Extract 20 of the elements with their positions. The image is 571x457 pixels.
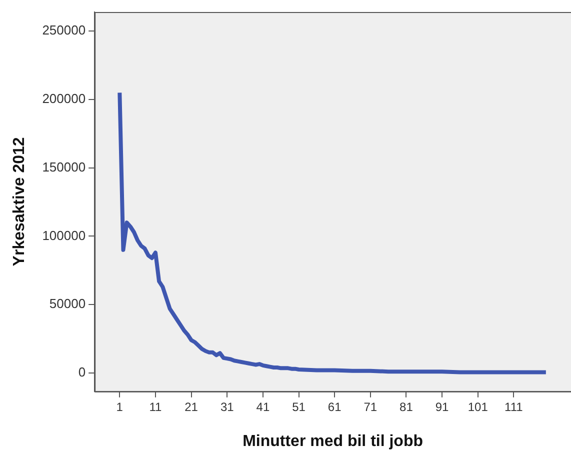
x-tick-label: 71 <box>364 400 378 414</box>
y-tick-label: 250000 <box>42 22 86 38</box>
x-tick-label: 101 <box>468 400 488 414</box>
x-tick-label: 51 <box>292 400 306 414</box>
y-tick-label: 150000 <box>42 159 86 174</box>
x-tick-label: 1 <box>116 400 124 414</box>
y-tick-label: 200000 <box>42 91 86 106</box>
x-tick-label: 81 <box>400 400 414 414</box>
y-tick-label: 100000 <box>42 228 86 243</box>
x-tick-label: 111 <box>504 400 524 414</box>
x-tick-label: 31 <box>220 400 234 414</box>
x-tick-label: 61 <box>328 400 342 414</box>
x-tick-label: 11 <box>149 400 162 414</box>
y-tick-label: 0 <box>78 364 86 380</box>
x-axis-title: Minutter med bil til jobb <box>242 432 424 450</box>
x-tick-label: 91 <box>435 400 450 414</box>
x-tick-label: 21 <box>184 400 198 414</box>
x-tick-label: 41 <box>256 400 270 414</box>
y-tick-label: 50000 <box>49 296 86 312</box>
y-axis-title: Yrkesaktive 2012 <box>11 137 28 266</box>
